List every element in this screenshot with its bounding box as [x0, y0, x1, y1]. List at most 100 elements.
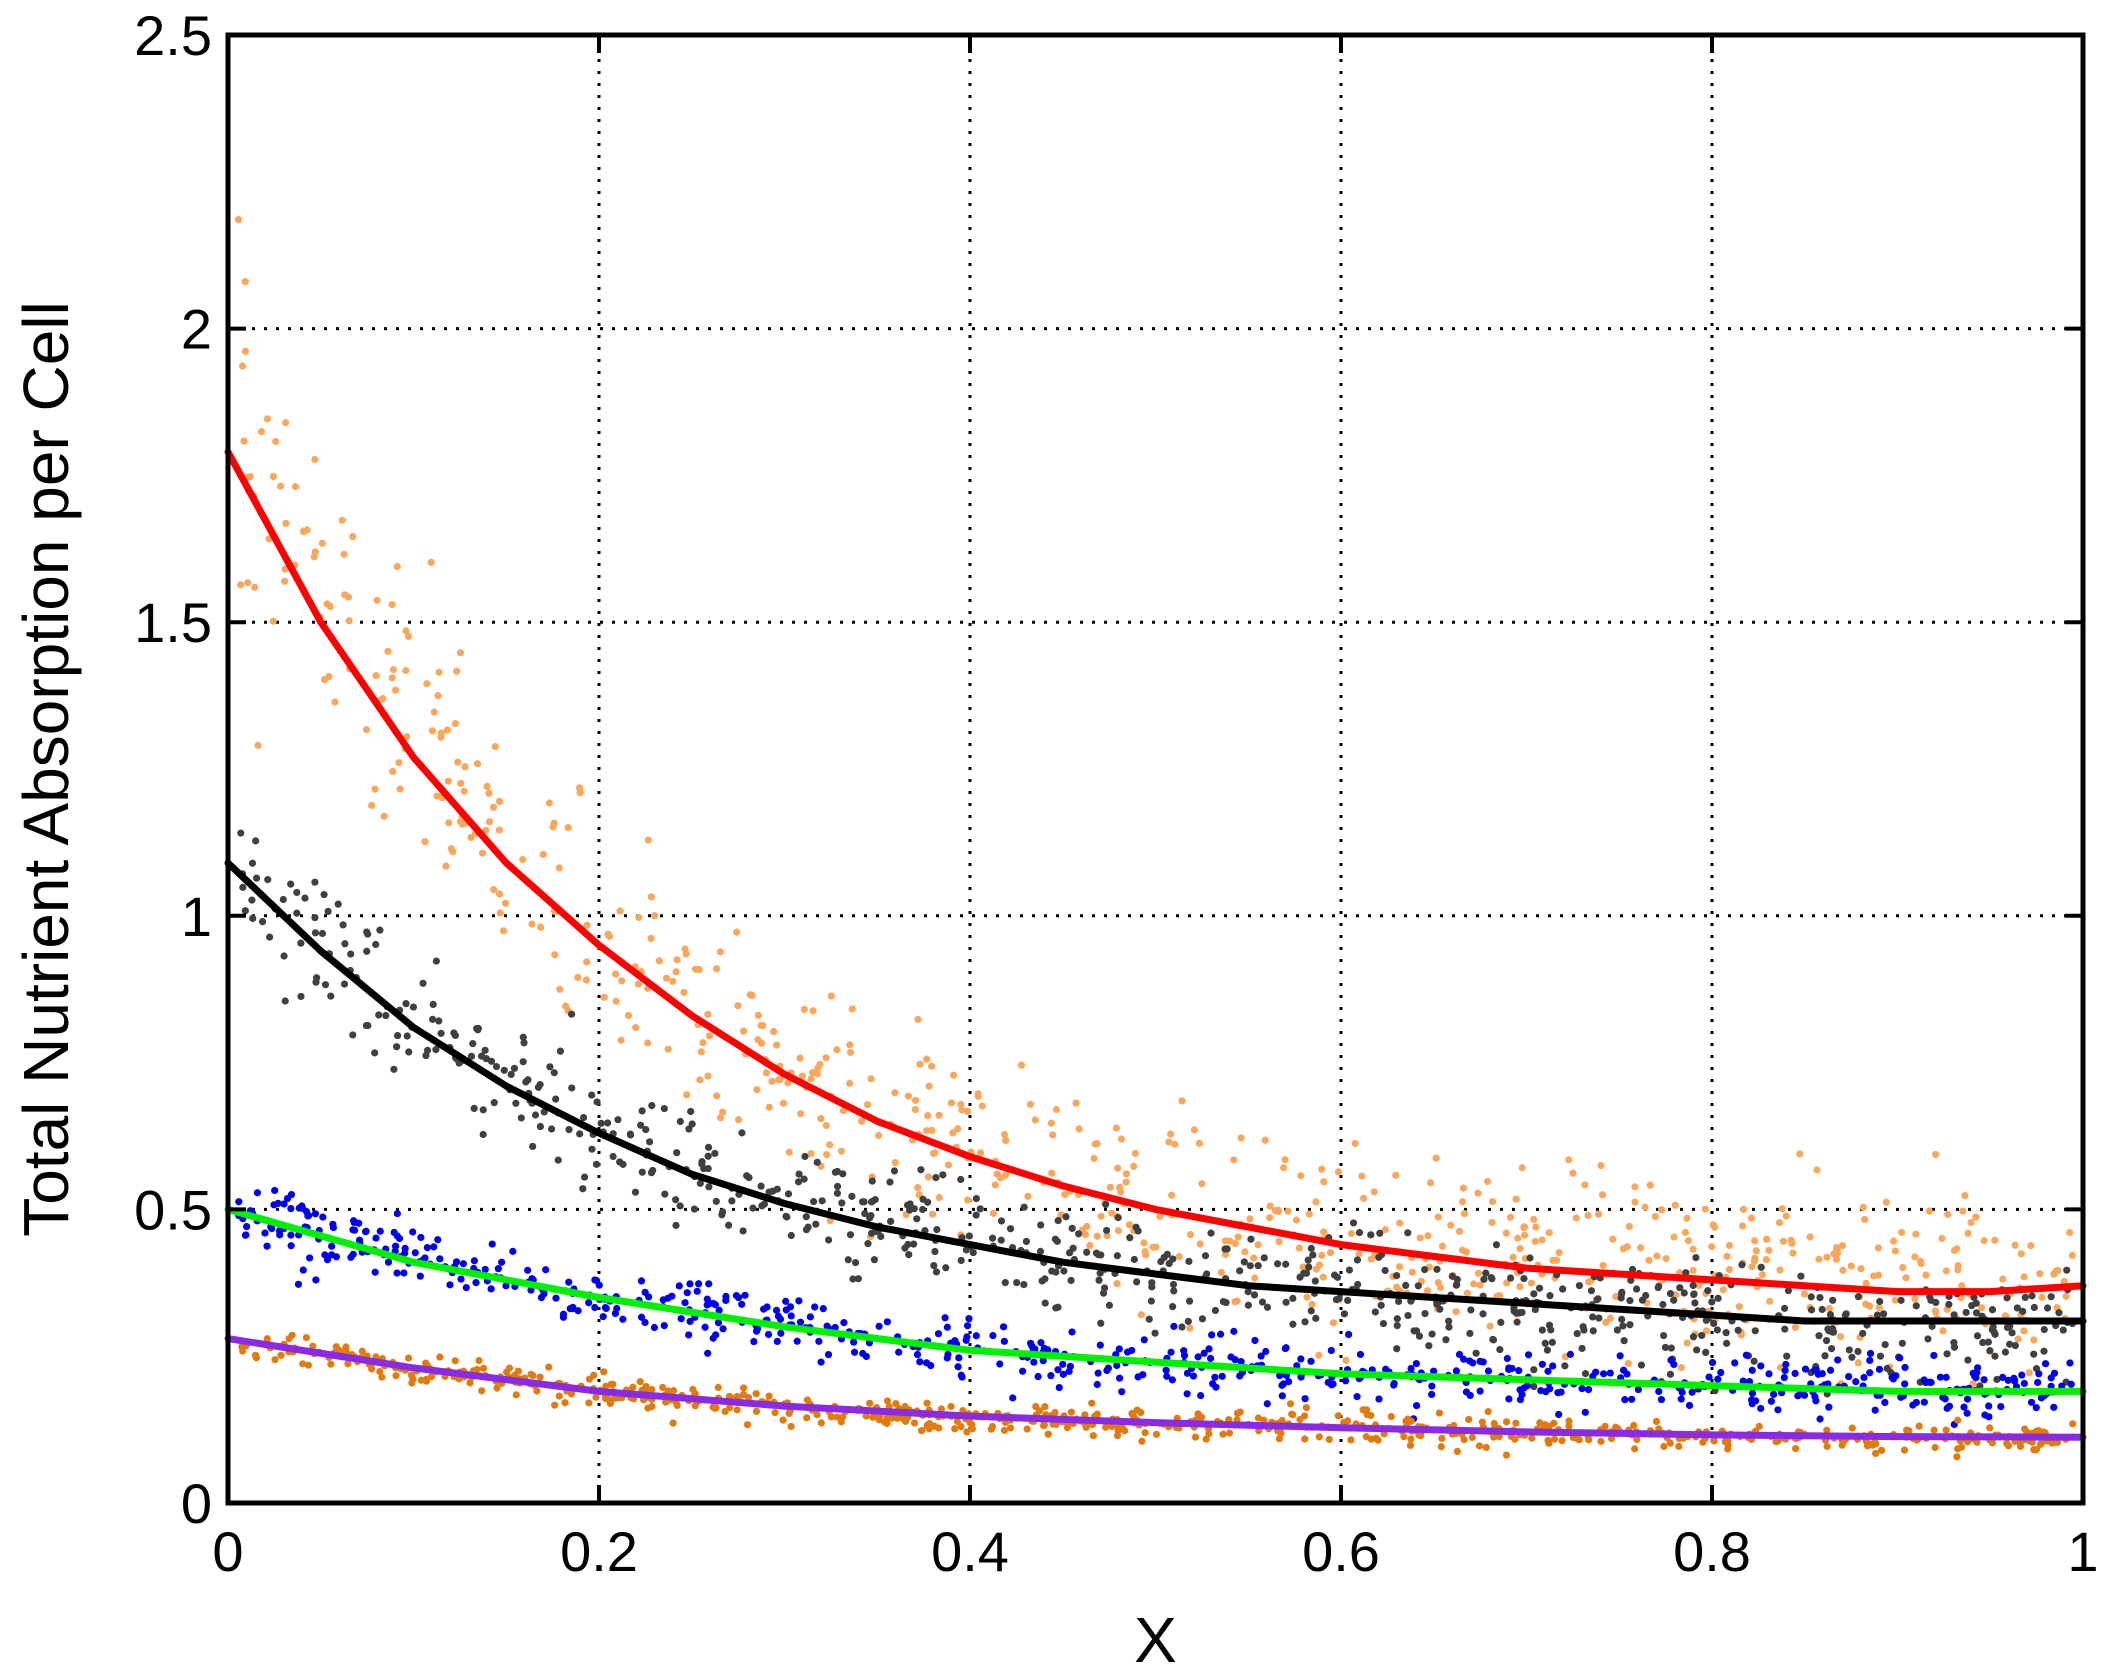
scatter-point: [1006, 1424, 1015, 1432]
scatter-point: [1689, 1333, 1698, 1341]
scatter-point: [1942, 1373, 1950, 1381]
scatter-point: [1221, 1250, 1230, 1259]
scatter-point: [482, 826, 490, 834]
scatter-point: [1866, 1440, 1874, 1448]
scatter-point: [1627, 1276, 1635, 1284]
scatter-point: [430, 1243, 438, 1251]
scatter-point: [1031, 1116, 1039, 1124]
x-axis-label: X: [1134, 1604, 1177, 1675]
scatter-point: [784, 1079, 792, 1087]
scatter-point: [1099, 1289, 1108, 1297]
scatter-point: [1230, 1156, 1238, 1164]
scatter-point: [954, 1125, 962, 1133]
scatter-point: [437, 1029, 445, 1037]
scatter-point: [1437, 1443, 1445, 1451]
scatter-point: [659, 1383, 667, 1392]
scatter-point: [519, 1033, 527, 1041]
scatter-point: [910, 1240, 918, 1248]
series-line: [224, 859, 2087, 1325]
scatter-point: [1404, 1229, 1412, 1237]
scatter-point: [257, 427, 266, 436]
scatter-point: [1857, 1265, 1865, 1273]
scatter-point: [1047, 1119, 1055, 1127]
scatter-point: [911, 1096, 920, 1104]
scatter-point: [1041, 1299, 1049, 1307]
scatter-point: [327, 992, 335, 1000]
scatter-point: [1484, 1367, 1493, 1375]
scatter-point: [752, 1390, 760, 1398]
scatter-point: [733, 1406, 741, 1414]
scatter-point: [796, 1318, 805, 1326]
scatter-point: [1678, 1388, 1686, 1396]
scatter-point: [1861, 1215, 1869, 1224]
scatter-point: [1823, 1442, 1831, 1451]
scatter-point: [2028, 1292, 2036, 1300]
scatter-point: [313, 974, 321, 982]
scatter-point: [924, 1198, 932, 1206]
scatter-point: [655, 957, 663, 965]
scatter-point: [393, 1269, 401, 1277]
scatter-point: [1170, 1287, 1178, 1295]
scatter-point: [757, 1182, 765, 1190]
scatter-point: [1557, 1388, 1565, 1396]
scatter-point: [1113, 1361, 1121, 1370]
scatter-point: [641, 1385, 649, 1393]
scatter-point: [1333, 1273, 1342, 1281]
scatter-point: [1075, 1230, 1083, 1238]
scatter-point: [1075, 1125, 1083, 1133]
scatter-point: [1837, 1333, 1845, 1341]
scatter-point: [568, 1084, 576, 1092]
scatter-point: [704, 1072, 712, 1080]
scatter-point: [705, 1280, 713, 1288]
scatter-point: [972, 1211, 980, 1219]
scatter-point: [1524, 1351, 1533, 1359]
scatter-point: [1658, 1206, 1666, 1214]
scatter-point: [2067, 1380, 2075, 1388]
scatter-point: [1462, 1388, 1471, 1396]
scatter-point: [403, 1032, 411, 1040]
scatter-point: [1396, 1219, 1404, 1227]
scatter-point: [1280, 1164, 1288, 1172]
scatter-point: [722, 1296, 730, 1305]
scatter-point: [916, 1358, 924, 1366]
scatter-point: [347, 1253, 355, 1261]
scatter-point: [375, 1011, 383, 1019]
scatter-point: [536, 1373, 544, 1381]
scatter-point: [1201, 1252, 1210, 1260]
scatter-point: [1067, 1408, 1075, 1416]
scatter-point: [1683, 1339, 1691, 1347]
scatter-point: [1231, 1239, 1239, 1248]
scatter-point: [932, 1173, 940, 1182]
scatter-point: [1609, 1235, 1617, 1243]
scatter-point: [1347, 1229, 1355, 1238]
scatter-point: [765, 1392, 773, 1400]
scatter-point: [1587, 1287, 1596, 1295]
scatter-point: [1942, 1267, 1950, 1275]
scatter-point: [454, 758, 462, 766]
scatter-point: [1714, 1375, 1722, 1383]
scatter-point: [1455, 1227, 1464, 1235]
scatter-point: [550, 1069, 558, 1077]
scatter-point: [1112, 1124, 1120, 1132]
scatter-point: [1961, 1192, 1969, 1200]
scatter-point: [287, 1204, 295, 1213]
scatter-point: [1483, 1177, 1492, 1186]
scatter-point: [566, 1305, 574, 1313]
scatter-point: [312, 1276, 320, 1284]
scatter-point: [910, 1419, 919, 1427]
scatter-point: [1002, 1136, 1010, 1145]
scatter-point: [505, 1364, 514, 1372]
scatter-point: [1421, 1309, 1429, 1318]
scatter-point: [1113, 1280, 1121, 1288]
scatter-point: [1758, 1271, 1767, 1279]
scatter-point: [1659, 1300, 1667, 1309]
scatter-point: [1165, 1138, 1173, 1146]
scatter-point: [957, 1256, 965, 1265]
scatter-point: [1114, 1427, 1122, 1435]
scatter-point: [347, 950, 355, 958]
scatter-point: [1630, 1421, 1638, 1430]
scatter-point: [564, 824, 572, 832]
scatter-point: [507, 1070, 515, 1079]
scatter-point: [1848, 1424, 1856, 1432]
scatter-point: [1460, 1210, 1469, 1218]
